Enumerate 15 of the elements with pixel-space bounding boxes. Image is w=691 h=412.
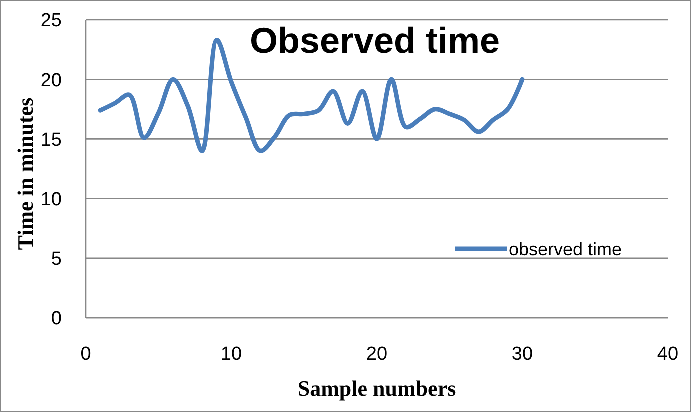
legend-label: observed time [509,239,622,260]
y-tick-label: 20 [40,70,62,92]
y-axis-title: Time in minutes [13,97,38,250]
x-tick-label: 40 [657,344,679,365]
x-tick-label: 20 [366,344,388,365]
y-tick-label: 15 [40,130,62,151]
chart-title: Observed time [250,20,500,61]
y-tick-label: 5 [51,249,62,270]
x-tick-label: 10 [220,344,242,365]
x-tick-label: 0 [80,344,92,365]
x-axis-title: Sample numbers [298,376,457,401]
y-tick-label: 25 [40,10,62,32]
y-tick-label: 10 [40,189,62,210]
y-tick-label: 0 [51,308,62,330]
x-tick-label: 30 [512,344,534,365]
